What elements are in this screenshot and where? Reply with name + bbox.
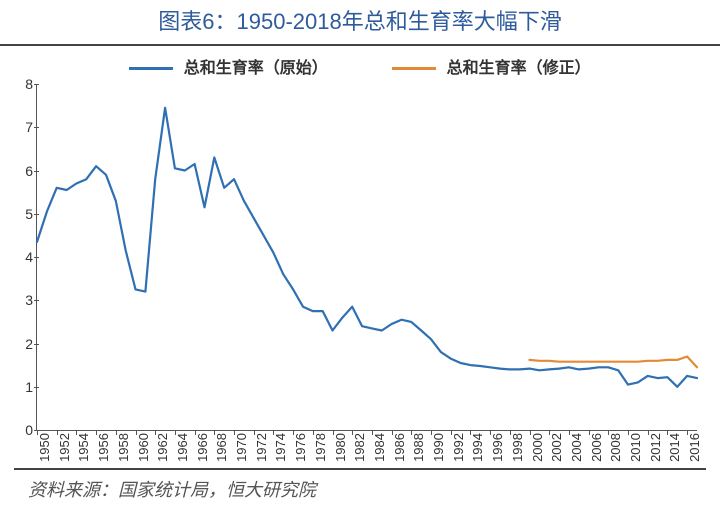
- x-tick: 1996: [490, 433, 505, 469]
- x-tick: 2006: [589, 433, 604, 469]
- x-tick: 2010: [628, 433, 643, 469]
- x-tick: 1968: [214, 433, 229, 469]
- legend-label-adjusted: 总和生育率（修正）: [447, 60, 591, 77]
- legend-label-original: 总和生育率（原始）: [184, 60, 328, 77]
- x-tick: 1994: [470, 433, 485, 469]
- y-tick: 4: [15, 249, 33, 265]
- x-tick: 1960: [136, 433, 151, 469]
- x-tick: 1964: [175, 433, 190, 469]
- legend-item-adjusted: 总和生育率（修正）: [392, 54, 590, 78]
- x-tick: 1984: [372, 433, 387, 469]
- plot-area: 0123456781950195219541956195819601962196…: [36, 84, 697, 431]
- y-tick: 7: [15, 119, 33, 135]
- y-tick: 6: [15, 163, 33, 179]
- legend: 总和生育率（原始） 总和生育率（修正）: [0, 54, 720, 78]
- x-tick: 2014: [667, 433, 682, 469]
- y-tick: 5: [15, 206, 33, 222]
- y-tick: 0: [15, 422, 33, 438]
- x-tick: 1982: [352, 433, 367, 469]
- legend-item-original: 总和生育率（原始）: [129, 54, 327, 78]
- x-tick: 1958: [116, 433, 131, 469]
- y-tick: 1: [15, 379, 33, 395]
- series-original: [37, 108, 697, 387]
- lines-svg: [37, 84, 697, 430]
- x-tick: 1976: [293, 433, 308, 469]
- x-tick: 1966: [195, 433, 210, 469]
- source-text: 资料来源：国家统计局，恒大研究院: [28, 476, 316, 502]
- legend-swatch-original: [129, 67, 173, 70]
- series-adjusted: [530, 357, 698, 368]
- x-tick: 2008: [608, 433, 623, 469]
- x-tick: 1980: [333, 433, 348, 469]
- x-tick: 1952: [57, 433, 72, 469]
- x-tick: 1972: [254, 433, 269, 469]
- x-tick: 1986: [392, 433, 407, 469]
- legend-swatch-adjusted: [392, 67, 436, 70]
- x-tick: 1998: [510, 433, 525, 469]
- x-tick: 1954: [76, 433, 91, 469]
- x-tick: 1974: [273, 433, 288, 469]
- y-tick: 8: [15, 76, 33, 92]
- x-tick: 1978: [313, 433, 328, 469]
- chart-title: 图表6：1950-2018年总和生育率大幅下滑: [0, 0, 720, 46]
- x-tick: 1988: [411, 433, 426, 469]
- x-tick: 1992: [451, 433, 466, 469]
- x-tick: 1970: [234, 433, 249, 469]
- y-tick: 2: [15, 336, 33, 352]
- x-tick: 1990: [431, 433, 446, 469]
- y-tick: 3: [15, 292, 33, 308]
- x-tick: 2004: [569, 433, 584, 469]
- source-rule: [14, 468, 706, 470]
- x-tick: 2012: [648, 433, 663, 469]
- x-tick: 2002: [549, 433, 564, 469]
- x-tick: 2016: [687, 433, 702, 469]
- x-tick: 1950: [37, 433, 52, 469]
- x-tick: 1962: [155, 433, 170, 469]
- x-tick: 1956: [96, 433, 111, 469]
- x-tick: 2000: [530, 433, 545, 469]
